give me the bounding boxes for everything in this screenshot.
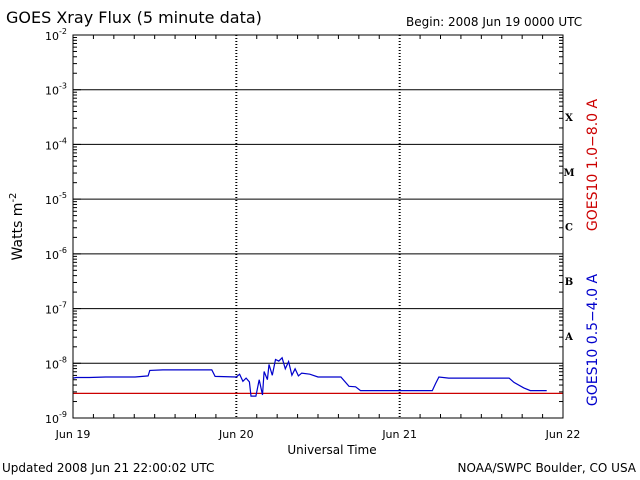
flare-class-m: M bbox=[563, 168, 574, 179]
x-tick-label: Jun 22 bbox=[545, 428, 581, 441]
y-tick-label: 10-7 bbox=[45, 301, 67, 317]
flare-class-x: X bbox=[565, 113, 573, 124]
legend: GOES10 1.0−8.0 A GOES10 0.5−4.0 A bbox=[585, 99, 601, 407]
flare-class-b: B bbox=[565, 277, 573, 288]
y-tick-label: 10-8 bbox=[45, 355, 67, 371]
x-tick-label: Jun 19 bbox=[55, 428, 91, 441]
x-tick-label: Jun 21 bbox=[381, 428, 417, 441]
legend-entry-1: GOES10 0.5−4.0 A bbox=[585, 274, 601, 407]
y-tick-label: 10-2 bbox=[45, 27, 67, 43]
credit-text: NOAA/SWPC Boulder, CO USA bbox=[457, 461, 636, 475]
series-line-1 bbox=[72, 356, 547, 397]
plot-frame bbox=[72, 34, 564, 419]
y-axis: 10-9 10-8 10-7 10-6 10-5 10-4 10-3 10-2 bbox=[45, 27, 563, 426]
x-tick-label: Jun 20 bbox=[218, 428, 254, 441]
y-tick-label: 10-3 bbox=[45, 82, 67, 98]
y-tick-label: 10-4 bbox=[45, 136, 67, 152]
flare-class-c: C bbox=[565, 223, 573, 234]
legend-entry-0: GOES10 1.0−8.0 A bbox=[585, 99, 601, 232]
chart-title: GOES Xray Flux (5 minute data) bbox=[6, 8, 262, 27]
y-tick-label: 10-6 bbox=[45, 246, 67, 262]
x-axis: Jun 19 Jun 20 Jun 21 Jun 22 bbox=[55, 35, 581, 441]
grid bbox=[73, 35, 563, 418]
y-axis-label: Watts m-2 bbox=[8, 193, 26, 261]
updated-timestamp: Updated 2008 Jun 21 22:00:02 UTC bbox=[2, 461, 215, 475]
flare-class-a: A bbox=[564, 332, 573, 343]
series-lines bbox=[72, 356, 563, 397]
y-tick-label: 10-5 bbox=[45, 191, 67, 207]
y-axis-title: Watts m-2 bbox=[8, 193, 26, 261]
x-axis-title: Universal Time bbox=[287, 443, 377, 457]
y-tick-label: 10-9 bbox=[45, 410, 67, 426]
begin-time: Begin: 2008 Jun 19 0000 UTC bbox=[406, 15, 583, 29]
flare-class-labels: A B C M X bbox=[563, 113, 574, 343]
